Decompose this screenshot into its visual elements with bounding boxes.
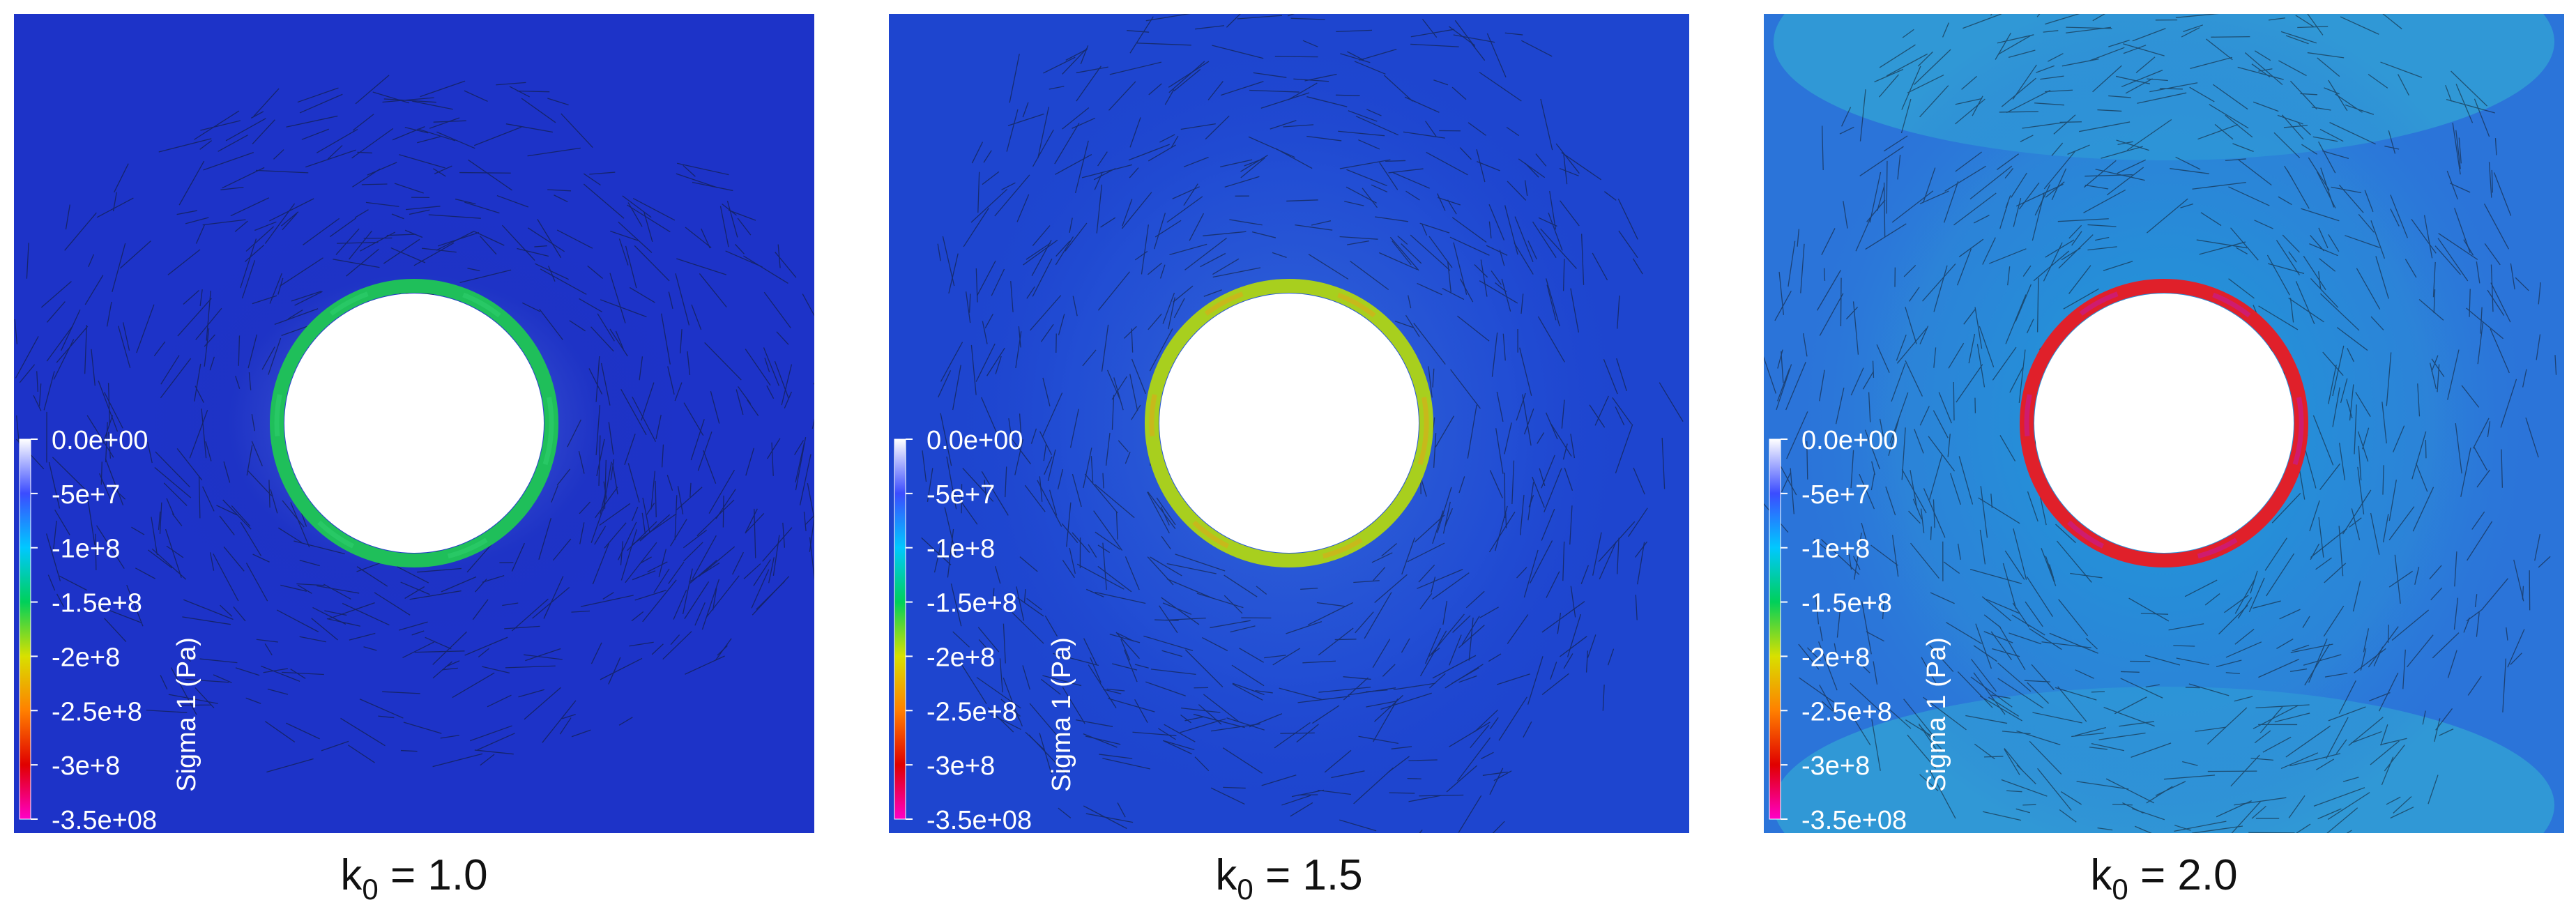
colorbar-tick-label: -2e+8	[1801, 643, 1870, 672]
stress-field-plot: 0.0e+00 -5e+7 -1e+8 -1.5e+8 -2e+8 -2.5e+8 -3e+…	[1764, 14, 2564, 833]
colorbar	[19, 438, 31, 820]
panel-k0-1-5: 0.0e+00 -5e+7 -1e+8 -1.5e+8 -2e+8 -2.5e+8 -3e+…	[889, 0, 1689, 923]
k-subscript: 0	[362, 873, 379, 906]
stress-field-plot: 0.0e+00 -5e+7 -1e+8 -1.5e+8 -2e+8 -2.5e+8 -3e+…	[889, 14, 1689, 833]
fracture-network	[921, 14, 1684, 833]
colorbar-tick-label: 0.0e+00	[1801, 426, 1898, 455]
colorbar-tick-label: -3e+8	[52, 752, 120, 781]
colorbar-tick-label: -2e+8	[927, 643, 995, 672]
stress-field-plot: 0.0e+00 -5e+7 -1e+8 -1.5e+8 -2e+8 -2.5e+8 -3e+…	[14, 14, 814, 833]
k-subscript: 0	[1237, 873, 1253, 906]
colorbar-title: Sigma 1 (Pa)	[172, 637, 201, 792]
colorbar	[894, 438, 906, 820]
k-symbol: k	[1215, 851, 1237, 899]
tunnel-opening	[284, 293, 544, 553]
colorbar-title: Sigma 1 (Pa)	[1047, 637, 1076, 792]
colorbar-tick-label: 0.0e+00	[927, 426, 1023, 455]
colorbar-tick-label: 0.0e+00	[52, 426, 148, 455]
colorbar-tick-label: -5e+7	[52, 480, 120, 510]
colorbar-tick-label: -2.5e+8	[927, 697, 1017, 726]
colorbar-tick-label: -3.5e+08	[927, 806, 1032, 833]
panel-k0-1-0: 0.0e+00 -5e+7 -1e+8 -1.5e+8 -2e+8 -2.5e+8 -3e+…	[14, 0, 814, 923]
k-value: = 1.0	[390, 851, 488, 899]
colorbar-title: Sigma 1 (Pa)	[1922, 637, 1951, 792]
k-symbol: k	[2090, 851, 2112, 899]
colorbar-tick-label: -3.5e+08	[1801, 806, 1907, 833]
colorbar-tick-label: -1.5e+8	[1801, 589, 1892, 618]
colorbar-tick-label: -2.5e+8	[1801, 697, 1892, 726]
colorbar-tick-label: -3e+8	[927, 752, 995, 781]
colorbar-tick-label: -1e+8	[1801, 535, 1870, 564]
panel-k0-2-0: 0.0e+00 -5e+7 -1e+8 -1.5e+8 -2e+8 -2.5e+8 -3e+…	[1764, 0, 2564, 923]
colorbar-tick-label: -2.5e+8	[52, 697, 142, 726]
panel-caption: k0 = 1.0	[14, 854, 814, 904]
colorbar-tick-label: -1e+8	[52, 535, 120, 564]
k-subscript: 0	[2112, 873, 2128, 906]
colorbar-tick-label: -5e+7	[927, 480, 995, 510]
panel-caption: k0 = 1.5	[889, 854, 1689, 904]
tunnel-opening	[1159, 293, 1419, 553]
colorbar-tick-label: -3.5e+08	[52, 806, 157, 833]
colorbar-tick-label: -1e+8	[927, 535, 995, 564]
colorbar	[1769, 438, 1781, 820]
panel-caption: k0 = 2.0	[1764, 854, 2564, 904]
tunnel-opening	[2034, 293, 2294, 553]
k-value: = 1.5	[1265, 851, 1363, 899]
k-symbol: k	[340, 851, 363, 899]
colorbar-tick-label: -1.5e+8	[927, 589, 1017, 618]
colorbar-tick-label: -5e+7	[1801, 480, 1870, 510]
colorbar-tick-label: -3e+8	[1801, 752, 1870, 781]
fracture-network	[14, 75, 814, 773]
fracture-network	[1764, 14, 2557, 833]
k-value: = 2.0	[2140, 851, 2238, 899]
colorbar-tick-label: -2e+8	[52, 643, 120, 672]
colorbar-tick-label: -1.5e+8	[52, 589, 142, 618]
